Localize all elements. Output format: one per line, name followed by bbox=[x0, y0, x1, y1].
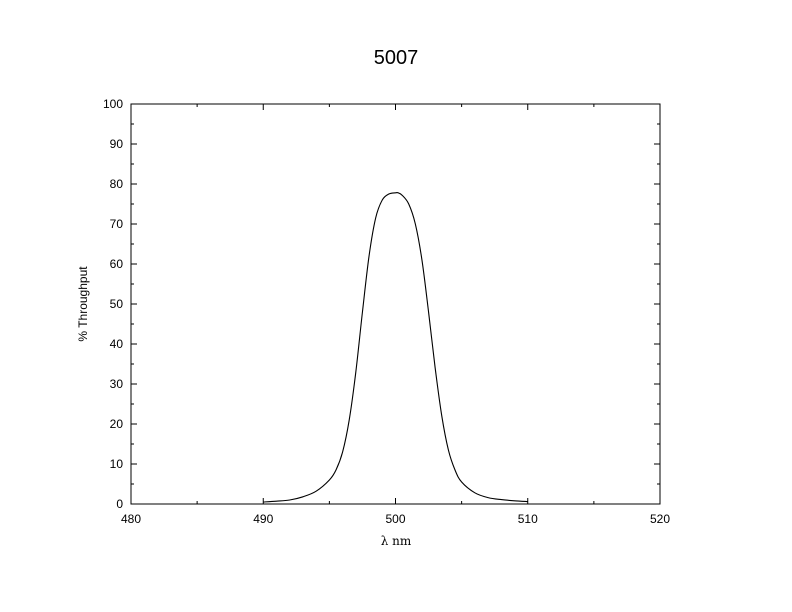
y-tick-label: 0 bbox=[116, 497, 123, 511]
tick-labels: 480 490 500 510 520 0 10 20 30 40 50 60 70 80 90 100 bbox=[103, 97, 670, 526]
x-tick-label: 490 bbox=[253, 512, 273, 526]
plot-frame bbox=[130, 103, 661, 505]
y-tick-label: 100 bbox=[103, 97, 123, 111]
series-line bbox=[263, 192, 528, 503]
y-tick-label: 50 bbox=[110, 297, 124, 311]
y-tick-label: 80 bbox=[110, 177, 124, 191]
x-tick-label: 520 bbox=[650, 512, 670, 526]
y-tick-label: 60 bbox=[110, 257, 124, 271]
ticks bbox=[130, 103, 661, 505]
y-tick-label: 70 bbox=[110, 217, 124, 231]
x-axis-label: λ nm bbox=[381, 534, 412, 548]
x-tick-label: 510 bbox=[518, 512, 538, 526]
y-tick-label: 10 bbox=[110, 457, 124, 471]
x-tick-label: 480 bbox=[121, 512, 141, 526]
y-tick-label: 20 bbox=[110, 417, 124, 431]
y-tick-label: 40 bbox=[110, 337, 124, 351]
y-tick-label: 90 bbox=[110, 137, 124, 151]
y-tick-label: 30 bbox=[110, 377, 124, 391]
x-tick-label: 500 bbox=[385, 512, 405, 526]
y-axis-label: % Throughput bbox=[76, 266, 90, 342]
chart-title: 5007 bbox=[374, 47, 419, 69]
